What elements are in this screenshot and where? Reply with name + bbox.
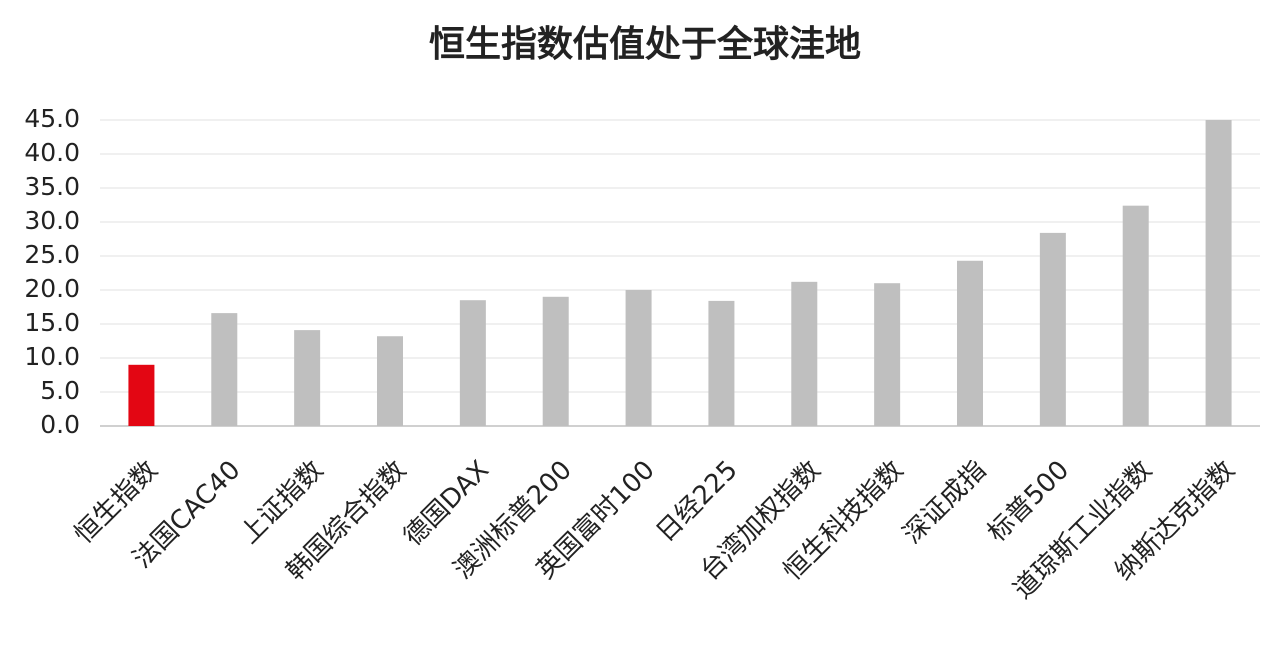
bar bbox=[957, 260, 983, 426]
y-tick-label: 0.0 bbox=[40, 410, 80, 439]
bar bbox=[128, 364, 155, 426]
bar bbox=[294, 330, 321, 426]
y-tick-label: 40.0 bbox=[24, 138, 80, 167]
bar bbox=[1205, 120, 1232, 426]
bar bbox=[377, 336, 403, 426]
bar bbox=[542, 296, 569, 426]
y-tick-label: 15.0 bbox=[24, 308, 80, 337]
y-tick-label: 45.0 bbox=[24, 104, 80, 133]
y-tick-label: 5.0 bbox=[40, 376, 80, 405]
y-tick-label: 10.0 bbox=[24, 342, 80, 371]
y-tick-label: 35.0 bbox=[24, 172, 80, 201]
y-tick-label: 30.0 bbox=[24, 206, 80, 235]
y-tick-label: 25.0 bbox=[24, 240, 80, 269]
y-tick-label: 20.0 bbox=[24, 274, 80, 303]
bar bbox=[791, 281, 818, 426]
bar bbox=[625, 290, 652, 426]
bar bbox=[708, 300, 735, 426]
bar bbox=[1122, 205, 1149, 426]
chart-title: 恒生指数估值处于全球洼地 bbox=[429, 23, 861, 65]
bar bbox=[211, 313, 238, 426]
bar bbox=[459, 300, 486, 426]
bar bbox=[874, 283, 901, 426]
bar bbox=[1039, 232, 1066, 426]
